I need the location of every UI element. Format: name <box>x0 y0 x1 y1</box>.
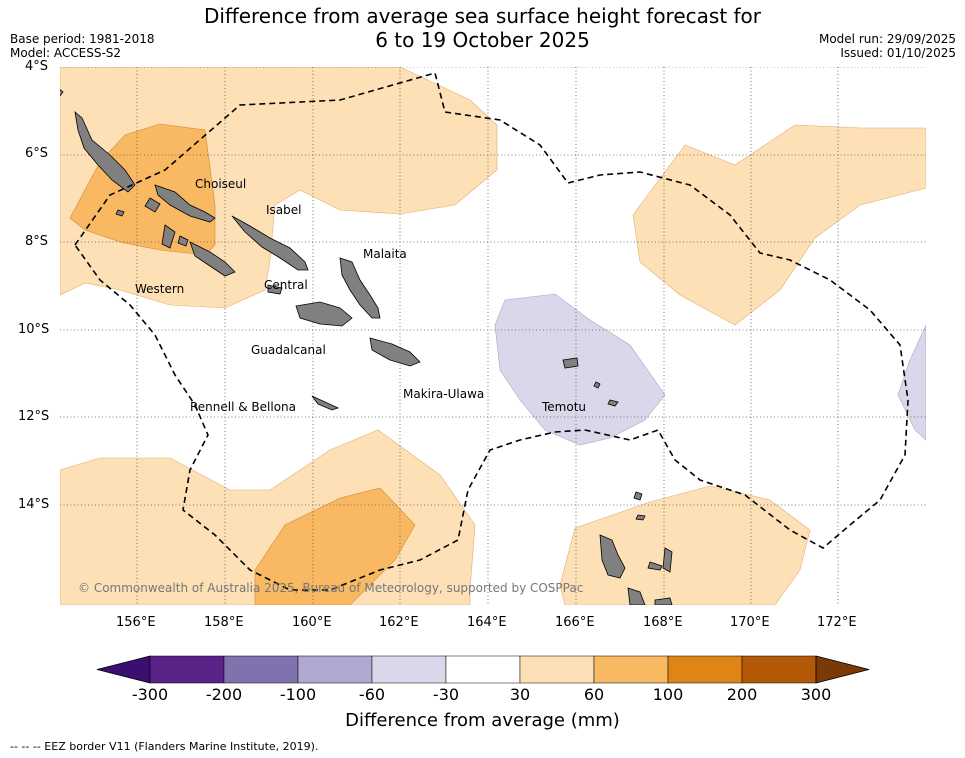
colorbar-segment <box>667 655 743 684</box>
model-name: Model: ACCESS-S2 <box>10 46 122 60</box>
colorbar-segment <box>371 655 447 684</box>
label-rennell: Rennell & Bellona <box>190 400 296 414</box>
island-vanikoro <box>607 399 619 407</box>
eez-footnote: -- -- -- EEZ border V11 (Flanders Marine… <box>10 740 319 753</box>
island-isabel <box>231 215 309 271</box>
anomaly-neg-30-60 <box>494 293 926 446</box>
gridlines <box>60 67 926 605</box>
label-isabel: Isabel <box>266 203 301 217</box>
label-temotu: Temotu <box>541 400 586 414</box>
island-utupua <box>593 381 601 389</box>
issued-date: Issued: 01/10/2025 <box>840 46 956 60</box>
lon-label: 168°E <box>643 615 683 630</box>
island-santa-cruz <box>562 357 579 369</box>
colorbar <box>96 655 870 684</box>
colorbar-segment <box>149 655 225 684</box>
colorbar-tick: 100 <box>652 685 684 704</box>
label-choiseul: Choiseul <box>195 177 246 191</box>
label-malaita: Malaita <box>363 247 407 261</box>
islands <box>60 89 673 605</box>
anomaly-region-temotu <box>494 293 666 446</box>
label-guadalcanal: Guadalcanal <box>251 343 326 357</box>
colorbar-tick: -300 <box>131 685 169 704</box>
chart-title-line2: 6 to 19 October 2025 <box>375 28 590 52</box>
island-far-west <box>60 89 64 97</box>
island-shortlands <box>115 209 125 217</box>
island-maewo <box>662 547 673 573</box>
colorbar-segment <box>519 655 595 684</box>
island-malaita <box>339 257 381 319</box>
colorbar-label: Difference from average (mm) <box>345 710 620 731</box>
island-banks <box>633 491 643 501</box>
colorbar-segment <box>223 655 299 684</box>
lon-label: 172°E <box>817 615 857 630</box>
lon-label: 170°E <box>730 615 770 630</box>
colorbar-extend-high <box>815 655 870 684</box>
lat-label: 8°S <box>25 234 49 249</box>
anomaly-region-far-east <box>897 324 926 441</box>
colorbar-tick: 60 <box>583 685 605 704</box>
lat-label: 6°S <box>25 146 49 161</box>
model-run: Model run: 29/09/2025 <box>818 32 956 46</box>
island-ambae <box>654 597 673 605</box>
colorbar-tick: 200 <box>726 685 758 704</box>
island-choiseul <box>74 110 136 193</box>
label-western: Western <box>135 282 184 296</box>
colorbar-segment <box>297 655 373 684</box>
island-central <box>267 284 283 295</box>
island-small-1 <box>635 514 646 521</box>
island-vella <box>144 197 161 213</box>
colorbar-extend-low <box>96 655 151 684</box>
place-labels: Choiseul Isabel Malaita Western Central … <box>135 177 586 414</box>
island-small-2 <box>647 561 663 571</box>
island-makira <box>369 337 421 367</box>
island-tetepare <box>177 235 189 247</box>
map-area <box>60 67 926 605</box>
anomaly-region-east <box>632 124 926 326</box>
lat-label: 12°S <box>18 409 50 424</box>
island-rennell <box>311 395 340 411</box>
colorbar-tick: -200 <box>205 685 243 704</box>
island-guadalcanal <box>295 301 353 327</box>
lat-label: 14°S <box>18 497 50 512</box>
island-espiritu-santo <box>599 534 626 579</box>
eez-border <box>74 72 909 591</box>
base-period: Base period: 1981-2018 <box>10 32 155 46</box>
lon-label: 156°E <box>116 615 156 630</box>
label-central: Central <box>264 278 308 292</box>
lon-label: 162°E <box>379 615 419 630</box>
lon-label: 164°E <box>467 615 507 630</box>
colorbar-tick: 30 <box>509 685 531 704</box>
colorbar-segment <box>741 655 817 684</box>
chart-title-line1: Difference from average sea surface heig… <box>203 4 762 28</box>
lat-label: 10°S <box>18 322 50 337</box>
anomaly-region-south <box>254 487 416 605</box>
anomaly-region-southeast <box>559 485 811 605</box>
lon-label: 158°E <box>204 615 244 630</box>
label-makira: Makira-Ulawa <box>403 387 484 401</box>
island-new-georgia <box>154 184 216 223</box>
colorbar-tick: 300 <box>800 685 832 704</box>
lon-label: 166°E <box>555 615 595 630</box>
lon-label: 160°E <box>292 615 332 630</box>
colorbar-tick: -30 <box>432 685 460 704</box>
copyright-notice: © Commonwealth of Australia 2025, Bureau… <box>78 581 583 595</box>
colorbar-tick: -60 <box>358 685 386 704</box>
island-western-group <box>161 224 176 249</box>
colorbar-segment <box>445 655 521 684</box>
colorbar-segment <box>593 655 669 684</box>
island-malekula <box>627 587 646 605</box>
colorbar-tick: -100 <box>279 685 317 704</box>
lat-label: 4°S <box>25 59 49 74</box>
island-rendova <box>189 241 236 277</box>
